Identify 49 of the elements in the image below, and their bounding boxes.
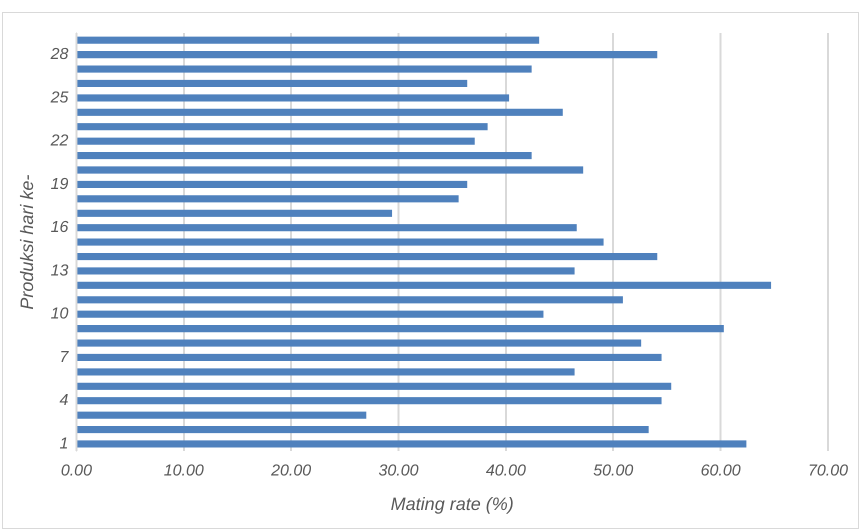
y-tick-label: 4 xyxy=(59,392,68,410)
bar xyxy=(77,354,662,362)
bar xyxy=(77,166,584,174)
x-axis-title: Mating rate (%) xyxy=(390,494,514,514)
bar xyxy=(77,397,662,404)
bar xyxy=(77,296,623,304)
bar xyxy=(77,80,468,88)
bar xyxy=(77,180,468,188)
bar xyxy=(77,440,746,448)
x-tick-label: 0.00 xyxy=(60,462,92,480)
y-axis-title: Produksi hari ke- xyxy=(16,174,37,310)
bar xyxy=(77,94,510,102)
x-tick-label: 20.00 xyxy=(270,462,312,480)
bar xyxy=(77,195,459,202)
y-tick-label: 16 xyxy=(50,219,68,236)
bar xyxy=(77,238,604,246)
bar xyxy=(77,382,672,390)
y-tick-label: 7 xyxy=(59,348,70,366)
y-tick-label: 10 xyxy=(50,306,68,323)
x-tick-label: 30.00 xyxy=(378,462,419,480)
x-tick-label: 10.00 xyxy=(164,462,204,480)
bar xyxy=(77,412,366,419)
bar xyxy=(77,310,544,318)
y-tick-label: 13 xyxy=(50,262,68,280)
bar xyxy=(77,282,772,289)
bar xyxy=(77,138,475,145)
bar xyxy=(77,36,540,44)
bar xyxy=(77,339,642,347)
x-tick-label: 70.00 xyxy=(808,462,848,480)
y-tick-label: 28 xyxy=(50,46,68,64)
y-tick-label: 25 xyxy=(50,89,68,106)
bar xyxy=(77,368,575,376)
bar xyxy=(77,65,532,73)
bar xyxy=(77,152,532,160)
bar xyxy=(77,325,724,332)
y-tick-label: 22 xyxy=(50,132,68,150)
x-tick-label: 40.00 xyxy=(486,462,526,480)
x-tick-label: 50.00 xyxy=(593,462,634,480)
bar xyxy=(77,426,649,434)
bar xyxy=(77,224,577,232)
bar xyxy=(77,252,658,260)
bar xyxy=(77,210,392,217)
y-tick-label: 19 xyxy=(50,176,68,193)
bar xyxy=(77,123,488,130)
x-tick-label: 60.00 xyxy=(700,462,741,480)
y-tick-label: 1 xyxy=(59,435,68,452)
bar xyxy=(77,51,658,58)
bar xyxy=(77,108,563,116)
bar xyxy=(77,267,575,275)
